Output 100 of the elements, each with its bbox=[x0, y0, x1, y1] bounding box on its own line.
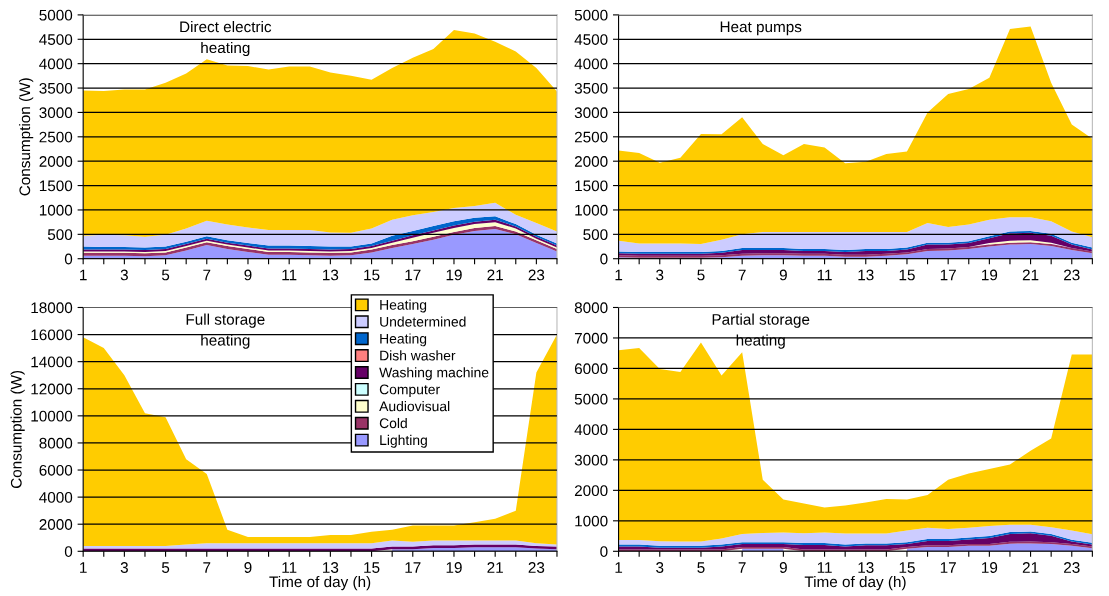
y-tick-label: 4000 bbox=[39, 491, 73, 503]
y-tick-label: 3500 bbox=[574, 82, 608, 94]
x-tick-label: 7 bbox=[203, 562, 211, 573]
x-tick-label: 23 bbox=[528, 269, 545, 281]
x-tick-label: 21 bbox=[1022, 269, 1039, 281]
legend-label: Dish washer bbox=[380, 350, 456, 361]
y-tick-label: 0 bbox=[64, 253, 73, 265]
x-tick-label: 11 bbox=[817, 562, 832, 573]
y-tick-label: 6000 bbox=[574, 363, 608, 375]
x-tick-label: 1 bbox=[615, 269, 623, 281]
x-tick-label: 15 bbox=[364, 269, 380, 281]
x-tick-label: 15 bbox=[899, 269, 915, 281]
y-tick-label: 8000 bbox=[574, 302, 608, 314]
y-tick-label: 4000 bbox=[574, 424, 608, 436]
x-tick-label: 11 bbox=[282, 269, 297, 281]
x-tick-label: 15 bbox=[899, 562, 915, 573]
x-tick-label: 5 bbox=[161, 269, 170, 281]
legend-label: Washing machine bbox=[379, 367, 489, 381]
x-tick-label: 11 bbox=[817, 269, 832, 281]
x-tick-label: 3 bbox=[656, 562, 664, 573]
x-tick-label: 1 bbox=[80, 562, 87, 573]
y-tick-label: 500 bbox=[47, 229, 73, 241]
x-tick-label: 17 bbox=[940, 562, 956, 573]
x-tick-label: 9 bbox=[244, 269, 252, 281]
x-tick-label: 23 bbox=[528, 562, 545, 573]
y-tick-label: 3000 bbox=[574, 454, 608, 466]
legend-label: Audiovisual bbox=[379, 401, 450, 412]
y-tick-label: 5000 bbox=[574, 393, 608, 405]
x-tick-label: 9 bbox=[779, 269, 787, 281]
y-tick-label: 4500 bbox=[39, 34, 73, 45]
x-tick-label: 7 bbox=[738, 269, 746, 281]
x-tick-label: 13 bbox=[858, 562, 874, 573]
legend-label: Lighting bbox=[380, 434, 427, 448]
y-tick-label: 0 bbox=[64, 546, 73, 557]
x-tick-label: 5 bbox=[697, 562, 705, 573]
x-tick-label: 1 bbox=[80, 269, 87, 281]
legend-label: Heating bbox=[380, 299, 427, 313]
y-tick-label: 12000 bbox=[31, 383, 73, 395]
y-tick-label: 14000 bbox=[31, 356, 73, 368]
y-tick-label: 1000 bbox=[575, 515, 608, 527]
legend-label: Cold bbox=[379, 417, 407, 429]
y-tick-label: 1000 bbox=[575, 204, 608, 216]
x-axis-title: Time of day (h) bbox=[269, 575, 371, 591]
legend-label: Heating bbox=[380, 333, 427, 347]
y-tick-label: 500 bbox=[583, 229, 608, 241]
y-tick-label: 0 bbox=[600, 546, 608, 557]
y-tick-label: 4000 bbox=[574, 58, 608, 70]
legend-label: Undetermined bbox=[380, 316, 466, 327]
y-tick-label: 2500 bbox=[39, 131, 73, 143]
text: Direct electric heating bbox=[180, 21, 272, 57]
y-tick-label: 2000 bbox=[574, 485, 608, 497]
y-tick-label: 16000 bbox=[31, 329, 73, 341]
y-axis-title: Consumption (W) bbox=[18, 78, 34, 196]
y-tick-label: 7000 bbox=[574, 332, 608, 344]
x-tick-label: 21 bbox=[1022, 562, 1039, 573]
x-tick-label: 13 bbox=[858, 269, 874, 281]
y-tick-label: 2000 bbox=[574, 156, 608, 167]
y-tick-label: 18000 bbox=[31, 302, 73, 314]
x-tick-label: 5 bbox=[161, 562, 170, 573]
x-tick-label: 9 bbox=[779, 562, 787, 573]
x-tick-label: 23 bbox=[1064, 562, 1080, 573]
y-tick-label: 4000 bbox=[39, 58, 73, 70]
y-tick-label: 8000 bbox=[39, 437, 73, 449]
x-tick-label: 5 bbox=[697, 269, 705, 281]
y-tick-label: 1500 bbox=[575, 180, 608, 192]
y-tick-label: 2500 bbox=[574, 131, 608, 143]
x-tick-label: 7 bbox=[738, 562, 746, 573]
x-tick-label: 19 bbox=[982, 269, 998, 281]
x-tick-label: 3 bbox=[656, 269, 664, 281]
x-tick-label: 3 bbox=[120, 562, 128, 573]
x-tick-label: 17 bbox=[405, 269, 421, 281]
y-tick-label: 2000 bbox=[39, 519, 73, 530]
x-tick-label: 7 bbox=[203, 269, 211, 281]
x-tick-label: 21 bbox=[487, 269, 503, 281]
x-tick-label: 19 bbox=[982, 562, 998, 573]
y-tick-label: 0 bbox=[600, 253, 608, 265]
y-tick-label: 4500 bbox=[574, 34, 608, 45]
x-tick-label: 13 bbox=[323, 269, 339, 281]
y-tick-label: 2000 bbox=[39, 156, 73, 167]
y-tick-label: 6000 bbox=[39, 464, 73, 476]
x-tick-label: 13 bbox=[323, 562, 339, 573]
x-tick-label: 11 bbox=[282, 562, 297, 573]
x-tick-label: 19 bbox=[446, 269, 462, 281]
y-axis-title: Consumption (W) bbox=[10, 370, 25, 489]
x-tick-label: 15 bbox=[364, 562, 380, 573]
x-tick-label: 1 bbox=[615, 562, 623, 573]
y-tick-label: 5000 bbox=[574, 9, 608, 21]
x-tick-label: 23 bbox=[1064, 269, 1080, 281]
y-tick-label: 1500 bbox=[39, 180, 73, 192]
y-tick-label: 10000 bbox=[31, 410, 73, 422]
text: Full storage heating bbox=[186, 313, 265, 349]
text: Partial storage heating bbox=[712, 313, 810, 349]
legend-label: Computer bbox=[379, 384, 440, 398]
y-tick-label: 3500 bbox=[39, 82, 73, 94]
y-tick-label: 5000 bbox=[39, 9, 73, 21]
x-tick-label: 17 bbox=[940, 269, 956, 281]
y-tick-label: 1000 bbox=[39, 204, 73, 216]
x-axis-title: Time of day (h) bbox=[804, 575, 906, 591]
chart-title: Heat pumps bbox=[720, 21, 802, 36]
x-tick-label: 3 bbox=[120, 269, 128, 281]
